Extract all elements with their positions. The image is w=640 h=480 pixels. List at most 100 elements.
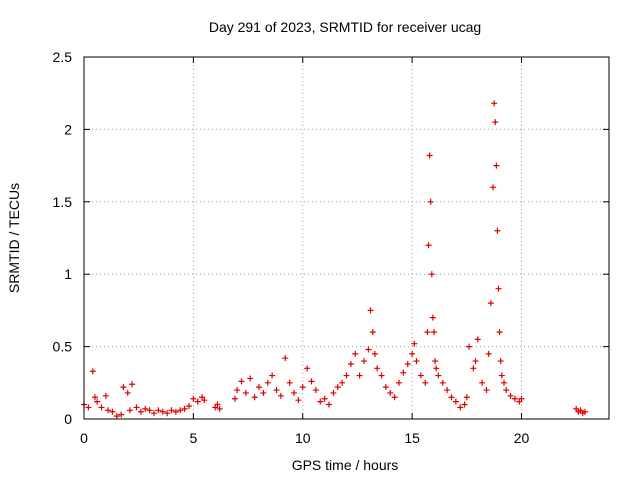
data-point (231, 395, 238, 402)
data-point (347, 360, 354, 367)
data-point (498, 372, 505, 379)
data-point (426, 152, 433, 159)
data-point (497, 358, 504, 365)
data-point (425, 242, 432, 249)
data-point (269, 372, 276, 379)
data-point (151, 410, 157, 417)
data-point (142, 405, 149, 412)
data-point (492, 119, 499, 126)
data-point (247, 375, 254, 382)
data-point (321, 395, 328, 402)
data-point (518, 395, 525, 402)
data-point (387, 389, 394, 396)
data-point (89, 368, 96, 375)
x-tick-label: 0 (80, 430, 88, 446)
data-point (496, 329, 503, 336)
data-point (466, 343, 472, 350)
data-point (431, 329, 437, 336)
plot-frame (83, 56, 610, 420)
x-tick-label: 15 (404, 430, 420, 446)
y-tick-label: 0.5 (53, 339, 73, 355)
x-axis-title: GPS time / hours (292, 457, 399, 473)
data-point (201, 397, 208, 404)
data-point (448, 394, 455, 401)
data-point (312, 387, 319, 394)
data-point (470, 365, 477, 372)
data-point (260, 389, 267, 396)
data-point (238, 378, 245, 385)
data-point (432, 358, 439, 365)
data-point (168, 407, 175, 414)
chart-title: Day 291 of 2023, SRMTID for receiver uca… (209, 19, 481, 35)
data-point (334, 384, 341, 391)
y-tick-label: 2.5 (53, 49, 73, 65)
data-point (120, 384, 127, 391)
data-point (277, 392, 284, 399)
data-point (85, 404, 92, 411)
data-point (494, 227, 501, 234)
data-point (511, 395, 518, 402)
data-point (457, 404, 464, 411)
data-point (133, 404, 140, 411)
data-point (427, 198, 434, 205)
data-point (474, 336, 481, 343)
data-point (490, 184, 497, 191)
data-point (422, 379, 429, 386)
data-point (234, 387, 241, 394)
data-point (98, 404, 105, 411)
data-point (400, 369, 407, 376)
data-point (186, 402, 192, 409)
data-point (424, 329, 431, 336)
data-point (343, 372, 350, 379)
y-tick-label: 1.5 (53, 194, 73, 210)
data-point (129, 381, 136, 388)
data-point (146, 407, 153, 414)
data-point (177, 407, 184, 414)
data-point (365, 346, 372, 353)
data-point (371, 350, 378, 357)
data-point (483, 387, 490, 394)
data-point (404, 360, 411, 367)
x-tick-label: 5 (189, 430, 197, 446)
data-point (479, 379, 486, 386)
data-point (181, 405, 188, 412)
data-point (109, 408, 116, 415)
data-point (356, 372, 363, 379)
data-point (317, 398, 324, 405)
data-point (472, 358, 479, 365)
data-point (428, 271, 435, 278)
data-point (444, 387, 451, 394)
data-point (409, 350, 416, 357)
data-point (91, 394, 98, 401)
data-point (137, 408, 144, 415)
y-tick-label: 1 (64, 266, 72, 282)
data-point (507, 392, 514, 399)
data-point (282, 355, 289, 362)
data-point (286, 379, 293, 386)
data-point (435, 372, 442, 379)
axis-ticks: 0 5 10 15 20 0 0.5 1 1.5 2 2.5 (53, 49, 609, 446)
data-point (299, 384, 306, 391)
data-point (361, 358, 367, 365)
data-point (105, 407, 112, 414)
data-point (214, 401, 221, 408)
data-point (155, 407, 162, 414)
data-point (190, 395, 197, 402)
data-point (273, 387, 280, 394)
data-point (369, 329, 376, 336)
data-point (429, 314, 436, 321)
data-point (501, 379, 507, 386)
data-point (102, 392, 109, 399)
data-point (159, 408, 166, 415)
data-point (382, 384, 389, 391)
data-point (330, 389, 337, 396)
y-axis-title: SRMTID / TECUs (6, 183, 22, 293)
data-point (374, 365, 381, 372)
data-point (339, 379, 346, 386)
data-point (113, 413, 120, 420)
data-point (487, 300, 494, 307)
data-point (264, 379, 271, 386)
data-point (413, 358, 420, 365)
grid-lines (84, 57, 609, 419)
